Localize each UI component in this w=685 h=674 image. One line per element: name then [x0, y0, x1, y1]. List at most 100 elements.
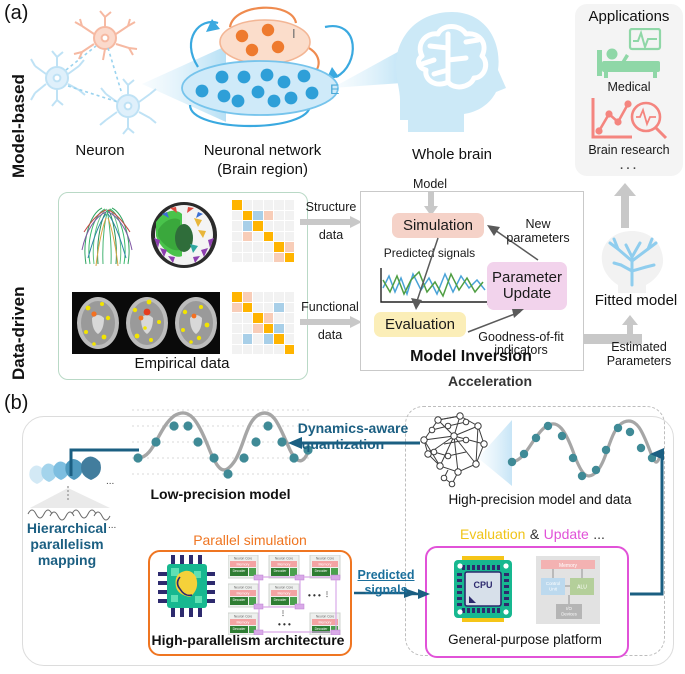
svg-text:Neuron Core: Neuron Core	[316, 615, 334, 619]
evaluation-node[interactable]: Evaluation	[374, 312, 466, 337]
dti-tractography-image	[72, 200, 142, 270]
inversion-to-fitted-arrow	[584, 334, 642, 344]
svg-text:⋮: ⋮	[324, 591, 330, 598]
hierarchical-label-line2: parallelism	[30, 536, 104, 552]
matrix-cell	[242, 334, 252, 344]
matrix-cell	[232, 221, 242, 231]
matrix-cell	[274, 334, 284, 344]
matrix-cell	[242, 313, 252, 323]
application-label-medical: Medical	[607, 80, 651, 94]
matrix-cell	[263, 292, 273, 302]
update-word: Update	[543, 526, 589, 542]
high-parallelism-label: High-parallelism architecture	[151, 632, 345, 648]
fitted-to-applications-arrow	[614, 183, 636, 228]
matrix-cell	[232, 302, 242, 312]
matrix-cell	[263, 231, 273, 241]
matrix-cell	[232, 252, 242, 262]
svg-text:Neuron Core: Neuron Core	[234, 615, 252, 619]
matrix-cell	[274, 252, 284, 262]
applications-ellipsis: ...	[619, 156, 639, 173]
matrix-cell	[242, 221, 252, 231]
hospital-bed-icon	[597, 28, 662, 78]
model-inversion-title: Model Inversion	[410, 348, 532, 365]
simulation-node[interactable]: Simulation	[392, 213, 484, 238]
neuron-core-array: Neuron Core Memory Decoder Neuron Core M…	[228, 555, 341, 635]
cpu-chip-icon: CPU	[454, 556, 512, 622]
matrix-cell	[232, 200, 242, 210]
estimated-parameters-line1: Estimated	[611, 340, 667, 354]
fitted-model-brain-icon	[601, 231, 664, 293]
matrix-cell	[263, 252, 273, 262]
matrix-cell	[263, 221, 273, 231]
low-precision-wave-plot	[132, 409, 313, 479]
svg-text:Memory: Memory	[559, 563, 578, 569]
matrix-cell	[232, 210, 242, 220]
svg-text:Memory: Memory	[237, 563, 250, 567]
estimated-parameters-line2: Parameters	[606, 354, 672, 368]
svg-text:Decoder: Decoder	[315, 569, 329, 573]
svg-text:...: ...	[108, 520, 116, 531]
matrix-cell	[274, 323, 284, 333]
matrix-cell	[253, 200, 263, 210]
matrix-cell	[284, 221, 294, 231]
matrix-cell	[263, 200, 273, 210]
matrix-cell	[242, 292, 252, 302]
svg-text:ALU: ALU	[577, 585, 587, 591]
application-label-brain-research: Brain research	[588, 143, 670, 157]
applications-title: Applications	[588, 8, 670, 25]
goodness-of-fit-arrow	[467, 309, 524, 333]
hierarchical-parallelism-icon: ... ...	[27, 456, 116, 531]
matrix-cell	[284, 292, 294, 302]
model-arrow-label: Model	[412, 177, 448, 191]
matrix-cell	[232, 344, 242, 354]
predicted-signals-label-line1: Predicted	[357, 568, 415, 582]
panel-a-model-based-data-driven: (a) Model-based Data-driven Neuron	[4, 2, 683, 389]
quantization-arrow	[288, 437, 420, 449]
matrix-cell	[263, 323, 273, 333]
low-precision-model-label: Low-precision model	[150, 486, 291, 502]
svg-text:• • •: • • •	[308, 591, 321, 600]
svg-text:Decoder: Decoder	[315, 627, 329, 631]
predicted-signals-label: Predicted signals	[383, 246, 476, 260]
network-label-line2: (Brain region)	[217, 161, 308, 178]
new-parameters-line1: New	[525, 217, 551, 231]
matrix-cell	[284, 242, 294, 252]
matrix-cell	[253, 334, 263, 344]
empirical-data-title: Empirical data	[134, 355, 230, 372]
svg-text:Decoder: Decoder	[274, 569, 288, 573]
matrix-cell	[263, 302, 273, 312]
svg-text:Neuron Core: Neuron Core	[275, 586, 293, 590]
matrix-cell	[274, 221, 284, 231]
neuronal-network-diagram: I E	[181, 6, 354, 128]
neuron-cluster-icon	[30, 10, 157, 135]
svg-text:Unit: Unit	[549, 587, 558, 592]
svg-text:Neuron Core: Neuron Core	[234, 557, 252, 561]
whole-brain-head-icon	[396, 12, 506, 132]
matrix-cell	[253, 210, 263, 220]
matrix-cell	[274, 344, 284, 354]
fmri-activation-slices-image	[72, 292, 220, 354]
high-precision-wave-plot	[478, 419, 660, 486]
matrix-cell	[253, 231, 263, 241]
matrix-cell	[274, 292, 284, 302]
chart-magnifier-icon	[591, 98, 668, 140]
parameter-update-node[interactable]: Parameter Update	[487, 262, 567, 310]
matrix-cell	[242, 231, 252, 241]
fitted-model-label: Fitted model	[594, 292, 678, 309]
hierarchical-label-line1: Hierarchical	[26, 520, 108, 536]
svg-text:Devices: Devices	[561, 612, 577, 617]
svg-text:• • •: • • •	[278, 620, 291, 629]
simulation-to-evaluation-arrow	[411, 237, 439, 310]
quantization-label-line2: quantization	[301, 436, 385, 452]
structure-data-label-line1: Structure	[305, 200, 357, 214]
svg-text:⋮: ⋮	[280, 610, 286, 617]
matrix-cell	[242, 344, 252, 354]
matrix-cell	[253, 221, 263, 231]
matrix-cell	[274, 242, 284, 252]
svg-text:E: E	[330, 81, 339, 97]
svg-text:Memory: Memory	[319, 563, 332, 567]
svg-text:Decoder: Decoder	[233, 569, 247, 573]
matrix-cell	[253, 292, 263, 302]
matrix-cell	[284, 302, 294, 312]
neuron-label: Neuron	[75, 142, 125, 159]
